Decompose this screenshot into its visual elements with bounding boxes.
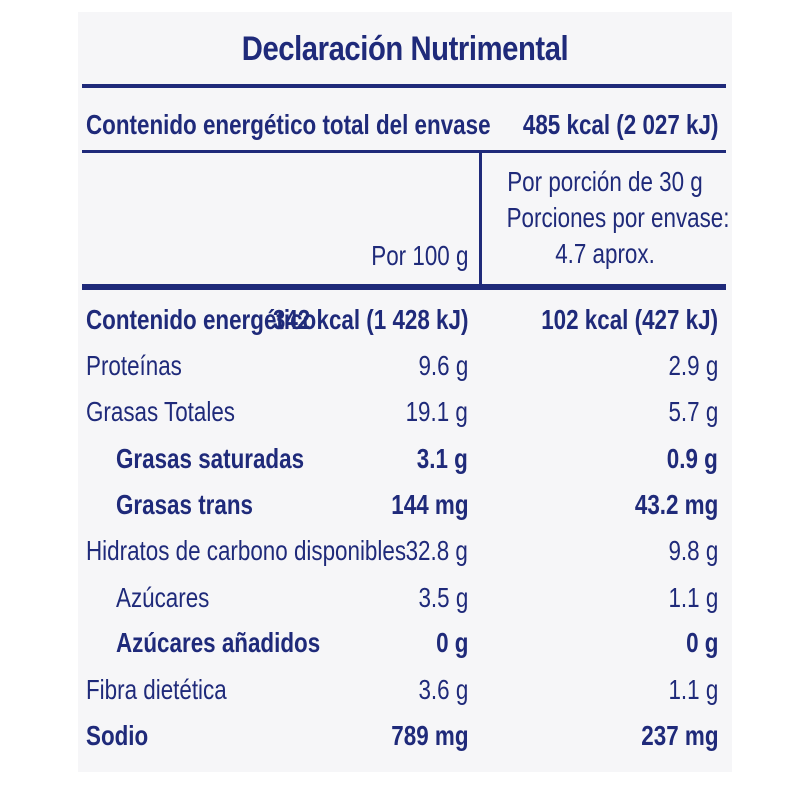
row-added-sugars-per-portion: 0 g (685, 627, 718, 658)
row-carbs-per-portion: 9.8 g (668, 535, 718, 566)
per-100-header: Por 100 g (370, 240, 468, 271)
row-sugars-per-100: 3.5 g (418, 582, 468, 613)
row-total-fat-per-100: 19.1 g (405, 396, 468, 427)
row-sugars-per-portion: 1.1 g (668, 582, 718, 613)
nutrition-label-panel (78, 12, 732, 772)
row-trans-fat-label: Grasas trans (116, 489, 253, 520)
label-title: Declaración Nutrimental (241, 30, 569, 68)
row-total-fat-label: Grasas Totales (86, 396, 235, 427)
per-portion-header-line3: 4.7 aprox. (555, 238, 655, 269)
row-added-sugars-per-100: 0 g (435, 627, 468, 658)
column-divider (479, 153, 482, 284)
row-protein-per-portion: 2.9 g (668, 350, 718, 381)
rule-under-total-energy (82, 150, 726, 153)
row-energy-per-100: 342 kcal (1 428 kJ) (272, 304, 468, 335)
rule-under-headers (82, 284, 726, 290)
row-carbs-label: Hidratos de carbono disponibles (86, 535, 407, 566)
row-energy-label: Contenido energético (86, 304, 317, 335)
row-sodium-per-portion: 237 mg (640, 720, 718, 751)
total-energy-label: Contenido energético total del envase (86, 109, 491, 140)
row-total-fat-per-portion: 5.7 g (668, 396, 718, 427)
row-fiber-label: Fibra dietética (86, 674, 227, 705)
rule-under-title (82, 84, 726, 88)
row-protein-per-100: 9.6 g (418, 350, 468, 381)
row-added-sugars-label: Azúcares añadidos (116, 627, 321, 658)
row-fiber-per-100: 3.6 g (418, 674, 468, 705)
row-protein-label: Proteínas (86, 350, 182, 381)
per-portion-header-line2: Porciones por envase: (506, 202, 730, 233)
row-sodium-per-100: 789 mg (390, 720, 468, 751)
row-saturated-fat-per-portion: 0.9 g (666, 443, 718, 474)
row-saturated-fat-per-100: 3.1 g (416, 443, 468, 474)
row-sodium-label: Sodio (86, 720, 149, 751)
row-sugars-label: Azúcares (116, 582, 210, 613)
row-carbs-per-100: 32.8 g (405, 535, 468, 566)
row-saturated-fat-label: Grasas saturadas (116, 443, 305, 474)
row-trans-fat-per-portion: 43.2 mg (634, 489, 718, 520)
per-portion-header-line1: Por porción de 30 g (507, 166, 703, 197)
row-fiber-per-portion: 1.1 g (668, 674, 718, 705)
row-energy-per-portion: 102 kcal (427 kJ) (541, 304, 718, 335)
total-energy-value: 485 kcal (2 027 kJ) (522, 109, 718, 140)
row-trans-fat-per-100: 144 mg (390, 489, 468, 520)
